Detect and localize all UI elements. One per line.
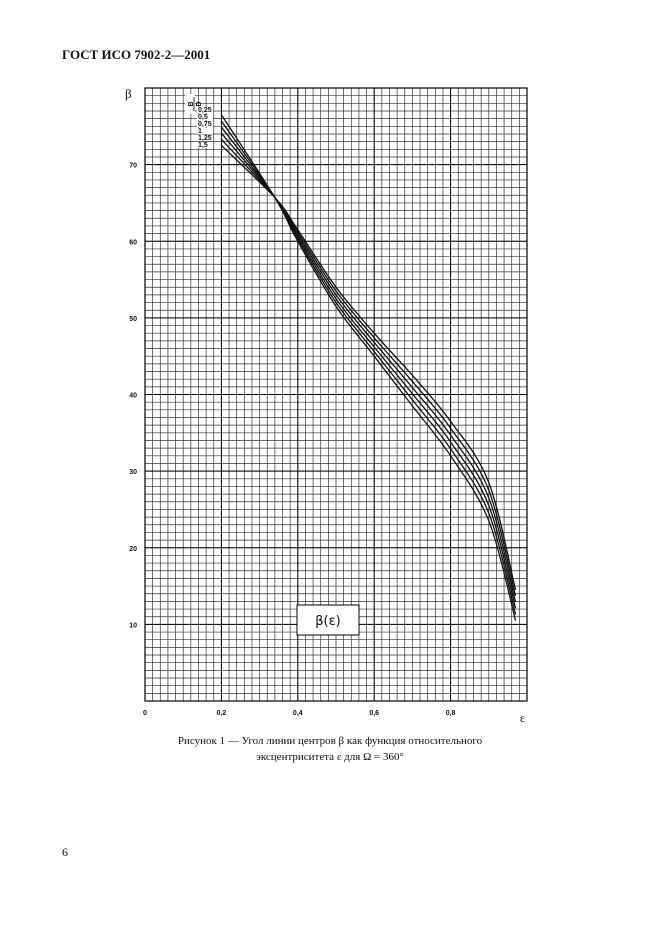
- legend-label: 1,5: [198, 142, 208, 149]
- legend-bg: [197, 121, 213, 127]
- curve: [220, 114, 517, 621]
- annotation: β(ε): [315, 614, 340, 629]
- y-tick-label: 40: [129, 393, 137, 400]
- legend-bg: [197, 107, 213, 113]
- legend-label: 0,75: [198, 121, 212, 128]
- legend-label: 1: [198, 128, 202, 135]
- x-tick-label: 0,6: [369, 710, 379, 717]
- header-title: ГОСТ ИСО 7902-2—2001: [62, 47, 210, 62]
- y-tick-label: 10: [129, 622, 137, 629]
- x-tick-label: 0,2: [217, 710, 227, 717]
- curve: [220, 145, 517, 591]
- x-tick-label: 0: [143, 710, 147, 717]
- y-tick-label: 30: [129, 469, 137, 476]
- x-tick-label: 0,4: [293, 710, 303, 717]
- legend-title: D: [196, 101, 203, 106]
- legend-title: B: [188, 101, 195, 106]
- legend-bg: [197, 142, 213, 148]
- curve: [220, 126, 517, 609]
- annotation-box: [296, 604, 360, 636]
- legend-bg: [197, 135, 213, 141]
- y-axis-label: β: [125, 86, 132, 101]
- y-tick-label: 20: [129, 546, 137, 553]
- page-number: 6: [62, 845, 68, 859]
- y-tick-label: 70: [129, 163, 137, 170]
- legend-label: 0,25: [198, 107, 212, 114]
- y-tick-label: 60: [129, 239, 137, 246]
- y-tick-label: 50: [129, 316, 137, 323]
- curve: [220, 138, 517, 597]
- legend-bg: [197, 128, 213, 134]
- legend-bg: [197, 114, 213, 120]
- x-tick-label: 0,8: [446, 710, 456, 717]
- legend-label: 0,5: [198, 114, 208, 121]
- legend-label: 1,25: [198, 135, 212, 142]
- caption-line: эксцентриситета ε для Ω = 360°: [256, 751, 404, 763]
- curve: [220, 132, 517, 603]
- x-axis-label: ε: [520, 711, 525, 725]
- caption-line: Рисунок 1 — Угол линии центров β как фун…: [178, 735, 483, 747]
- plot-frame: [144, 87, 528, 702]
- legend-bg: [185, 94, 195, 114]
